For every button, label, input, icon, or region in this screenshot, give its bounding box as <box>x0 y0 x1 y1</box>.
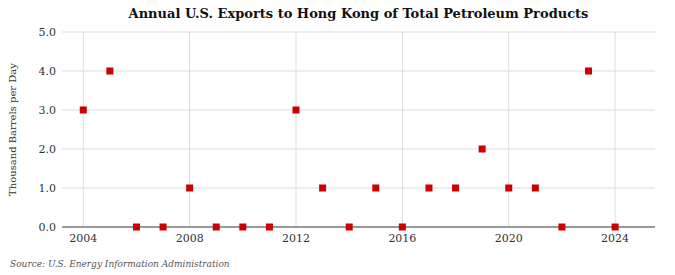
source-note: Source: U.S. Energy Information Administ… <box>10 259 230 269</box>
x-tick-label: 2016 <box>388 232 416 245</box>
y-tick-label: 0.0 <box>39 221 57 234</box>
point <box>160 224 167 231</box>
point <box>505 185 512 192</box>
y-tick-label: 5.0 <box>39 26 57 39</box>
x-tick-label: 2008 <box>176 232 204 245</box>
point <box>399 224 406 231</box>
point <box>372 185 379 192</box>
point <box>266 224 273 231</box>
point <box>452 185 459 192</box>
point <box>293 107 300 114</box>
point <box>106 68 113 75</box>
point <box>532 185 539 192</box>
y-grid-line <box>62 188 655 189</box>
point <box>213 224 220 231</box>
x-grid-line <box>402 32 403 227</box>
x-grid-line <box>615 32 616 227</box>
grid <box>62 32 655 227</box>
point <box>186 185 193 192</box>
x-grid-line <box>296 32 297 227</box>
title: Annual U.S. Exports to Hong Kong of Tota… <box>128 6 589 21</box>
x-tick-label: 2020 <box>495 232 523 245</box>
point <box>425 185 432 192</box>
x-grid-line <box>189 32 190 227</box>
points <box>80 68 619 231</box>
y-grid-line <box>62 227 655 228</box>
y-tick-label: 3.0 <box>39 104 57 117</box>
point <box>346 224 353 231</box>
x-grid-line <box>83 32 84 227</box>
y-grid-line <box>62 71 655 72</box>
x-tick-label: 2024 <box>601 232 629 245</box>
point <box>133 224 140 231</box>
y-grid-line <box>62 149 655 150</box>
point <box>558 224 565 231</box>
point <box>479 146 486 153</box>
chart: 2004 2008 2012 2016 2020 2024 0.0 1.0 2.0 3.0 4.0 5… <box>0 0 675 275</box>
point <box>585 68 592 75</box>
x-axis-line <box>62 227 655 228</box>
y-tick-label: 4.0 <box>39 65 57 78</box>
x-tick-label: 2012 <box>282 232 310 245</box>
y-axis-label: Thousand Barrels per Day <box>7 63 18 196</box>
y-grid-line <box>62 110 655 111</box>
x-grid-line <box>508 32 509 227</box>
point <box>612 224 619 231</box>
y-grid-line <box>62 32 655 33</box>
y-tick-label: 2.0 <box>39 143 57 156</box>
point <box>239 224 246 231</box>
y-tick-label: 1.0 <box>39 182 57 195</box>
point <box>80 107 87 114</box>
point <box>319 185 326 192</box>
x-tick-label: 2004 <box>69 232 97 245</box>
